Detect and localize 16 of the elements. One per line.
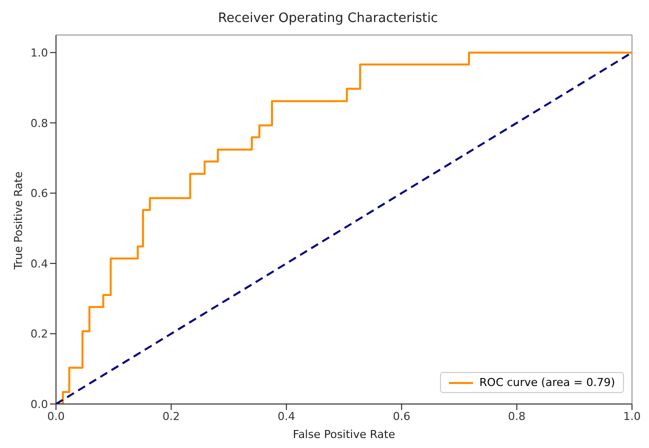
x-tick-label: 0.0 [47,410,65,423]
y-tick-label: 0.2 [30,328,48,341]
y-tick-label: 1.0 [30,46,48,60]
legend-label: ROC curve (area = 0.79) [479,376,615,389]
y-tick-label: 0.4 [30,257,48,270]
x-tick-label: 0.6 [392,410,410,423]
y-tick-label: 0.8 [30,116,48,130]
y-tick-label: 0.6 [30,187,48,200]
chart-title: Receiver Operating Characteristic [217,10,439,28]
x-tick-label: 0.4 [278,410,296,423]
y-tick-label: 0.0 [30,398,48,411]
x-tick-label: 0.8 [508,410,526,423]
y-axis-title: True Positive Rate [12,171,25,270]
x-axis-title: False Positive Rate [292,428,396,441]
x-tick-label: 0.2 [162,410,180,423]
x-tick-label: 1.0 [623,410,641,423]
